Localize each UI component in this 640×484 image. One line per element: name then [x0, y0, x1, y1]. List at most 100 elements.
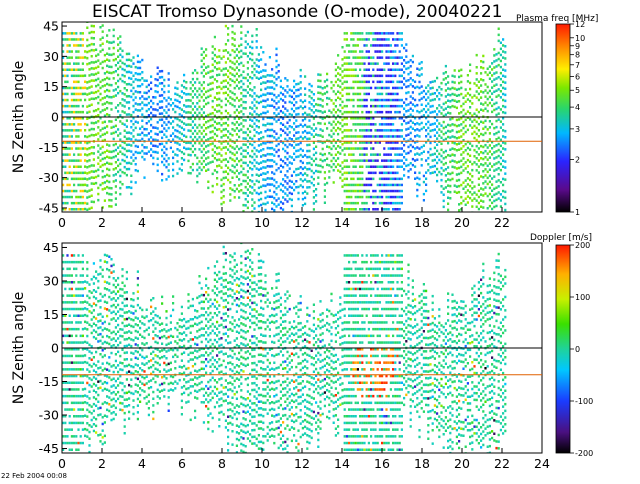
plasma-heatmap-cell [84, 159, 86, 162]
plasma-heatmap-cell [161, 88, 163, 91]
plasma-heatmap-cell [322, 99, 324, 102]
plasma-heatmap-cell [115, 161, 117, 164]
plasma-heatmap-cell [205, 163, 207, 166]
plasma-heatmap-cell [225, 110, 227, 113]
plasma-heatmap-cell [284, 150, 286, 153]
plasma-colorbar-tick-label: 5 [575, 86, 580, 95]
plasma-heatmap-cell [473, 137, 475, 140]
plasma-heatmap-cell [130, 162, 132, 165]
plasma-heatmap-cell [108, 59, 110, 62]
plasma-heatmap-cell [119, 78, 121, 81]
plasma-heatmap-cell [502, 166, 504, 169]
plasma-heatmap-cell [258, 71, 260, 74]
plasma-heatmap-cell [500, 42, 502, 45]
plasma-heatmap-cell [449, 124, 451, 127]
plasma-heatmap-cell [308, 186, 310, 189]
plasma-heatmap-cell [154, 133, 156, 136]
plasma-heatmap-cell [401, 99, 403, 102]
doppler-heatmap-cell [73, 442, 75, 445]
plasma-heatmap-cell [487, 207, 489, 210]
plasma-heatmap-cell [359, 105, 361, 108]
plasma-heatmap-cell [335, 81, 337, 84]
plasma-heatmap-cell [84, 214, 86, 217]
doppler-heatmap-cell [130, 372, 132, 375]
plasma-heatmap-cell [247, 176, 249, 179]
plasma-heatmap-cell [110, 120, 112, 123]
doppler-heatmap-cell [194, 363, 196, 366]
plasma-heatmap-cell [130, 71, 132, 74]
plasma-heatmap-cell [368, 159, 370, 162]
doppler-heatmap-cell [80, 321, 82, 324]
plasma-heatmap-cell [227, 88, 229, 91]
doppler-heatmap-cell [113, 311, 115, 314]
plasma-heatmap-cell [432, 99, 434, 102]
plasma-heatmap-cell [179, 101, 181, 104]
plasma-heatmap-cell [77, 56, 79, 59]
doppler-heatmap-cell [113, 418, 115, 421]
plasma-heatmap-cell [352, 184, 354, 187]
plasma-heatmap-cell [229, 78, 231, 81]
plasma-heatmap-cell [93, 152, 95, 155]
doppler-heatmap-cell [126, 351, 128, 354]
plasma-heatmap-cell [383, 184, 385, 187]
plasma-heatmap-cell [218, 86, 220, 89]
plasma-heatmap-cell [284, 95, 286, 98]
plasma-heatmap-cell [484, 120, 486, 123]
plasma-heatmap-cell [242, 119, 244, 122]
plasma-heatmap-cell [390, 44, 392, 47]
doppler-heatmap-cell [73, 408, 75, 411]
plasma-heatmap-cell [322, 166, 324, 169]
plasma-heatmap-cell [286, 152, 288, 155]
plasma-heatmap-cell [93, 164, 95, 167]
plasma-heatmap-cell [82, 172, 84, 175]
plasma-heatmap-cell [502, 160, 504, 163]
plasma-heatmap-cell [163, 91, 165, 94]
plasma-heatmap-cell [504, 191, 506, 194]
plasma-heatmap-cell [284, 107, 286, 110]
plasma-heatmap-cell [388, 50, 390, 53]
plasma-heatmap-cell [377, 196, 379, 199]
doppler-heatmap-cell [66, 428, 68, 431]
plasma-heatmap-cell [66, 135, 68, 138]
plasma-heatmap-cell [300, 69, 302, 72]
plasma-heatmap-cell [117, 165, 119, 168]
doppler-heatmap-cell [159, 357, 161, 360]
doppler-heatmap-cell [154, 381, 156, 384]
plasma-heatmap-cell [256, 77, 258, 80]
plasma-heatmap-cell [238, 105, 240, 108]
plasma-colorbar-tick-label: 6 [575, 72, 580, 81]
plasma-heatmap-cell [117, 159, 119, 162]
doppler-heatmap-cell [77, 321, 79, 324]
plasma-heatmap-cell [185, 111, 187, 114]
plasma-heatmap-cell [251, 192, 253, 195]
doppler-heatmap-cell [141, 336, 143, 339]
plasma-heatmap-cell [104, 121, 106, 124]
plasma-heatmap-cell [293, 122, 295, 125]
doppler-heatmap-cell [69, 288, 71, 291]
plasma-heatmap-cell [113, 180, 115, 183]
plasma-heatmap-cell [104, 108, 106, 111]
plasma-heatmap-cell [469, 118, 471, 121]
plasma-heatmap-cell [187, 172, 189, 175]
plasma-heatmap-cell [69, 56, 71, 59]
doppler-heatmap-cell [143, 323, 145, 326]
plasma-heatmap-cell [264, 130, 266, 133]
plasma-heatmap-cell [75, 50, 77, 53]
plasma-heatmap-cell [196, 108, 198, 111]
plasma-heatmap-cell [344, 81, 346, 84]
plasma-heatmap-cell [64, 32, 66, 35]
doppler-heatmap-cell [73, 402, 75, 405]
doppler-heatmap-cell [97, 434, 99, 437]
doppler-heatmap-cell [115, 360, 117, 363]
plasma-heatmap-cell [238, 190, 240, 193]
plasma-heatmap-cell [366, 69, 368, 72]
plasma-heatmap-cell [344, 75, 346, 78]
plasma-heatmap-cell [478, 214, 480, 217]
plasma-heatmap-cell [99, 147, 101, 150]
plasma-heatmap-cell [75, 32, 77, 35]
doppler-heatmap-cell [113, 371, 115, 374]
plasma-heatmap-cell [124, 123, 126, 126]
plasma-heatmap-cell [504, 130, 506, 133]
doppler-heatmap-cell [66, 435, 68, 438]
plasma-heatmap-cell [165, 148, 167, 151]
